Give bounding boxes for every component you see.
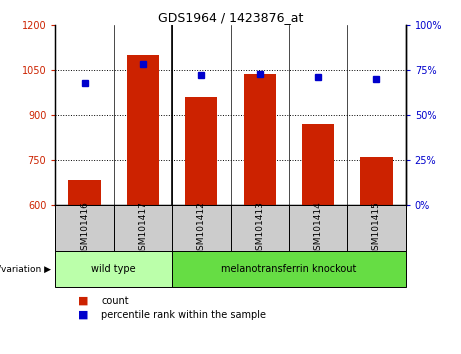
Text: GSM101415: GSM101415 — [372, 201, 381, 256]
Bar — [230, 205, 289, 251]
Bar — [347, 205, 406, 251]
Text: GSM101412: GSM101412 — [197, 201, 206, 256]
Text: GSM101416: GSM101416 — [80, 201, 89, 256]
Bar — [114, 205, 172, 251]
Bar — [243, 74, 276, 205]
Text: GSM101413: GSM101413 — [255, 201, 264, 256]
Bar — [302, 124, 334, 205]
Text: ■: ■ — [78, 310, 89, 320]
Text: percentile rank within the sample: percentile rank within the sample — [101, 310, 266, 320]
Text: count: count — [101, 296, 129, 306]
Bar — [55, 205, 114, 251]
Text: wild type: wild type — [91, 264, 136, 274]
Bar — [172, 205, 230, 251]
Bar — [55, 251, 172, 287]
Bar — [69, 180, 100, 205]
Bar — [172, 251, 406, 287]
Bar — [289, 205, 347, 251]
Text: ■: ■ — [78, 296, 89, 306]
Text: GSM101414: GSM101414 — [313, 201, 323, 256]
Text: genotype/variation ▶: genotype/variation ▶ — [0, 264, 51, 274]
Text: melanotransferrin knockout: melanotransferrin knockout — [221, 264, 356, 274]
Text: GSM101417: GSM101417 — [138, 201, 148, 256]
Title: GDS1964 / 1423876_at: GDS1964 / 1423876_at — [158, 11, 303, 24]
Bar — [185, 97, 218, 205]
Bar — [361, 157, 393, 205]
Bar — [127, 55, 159, 205]
